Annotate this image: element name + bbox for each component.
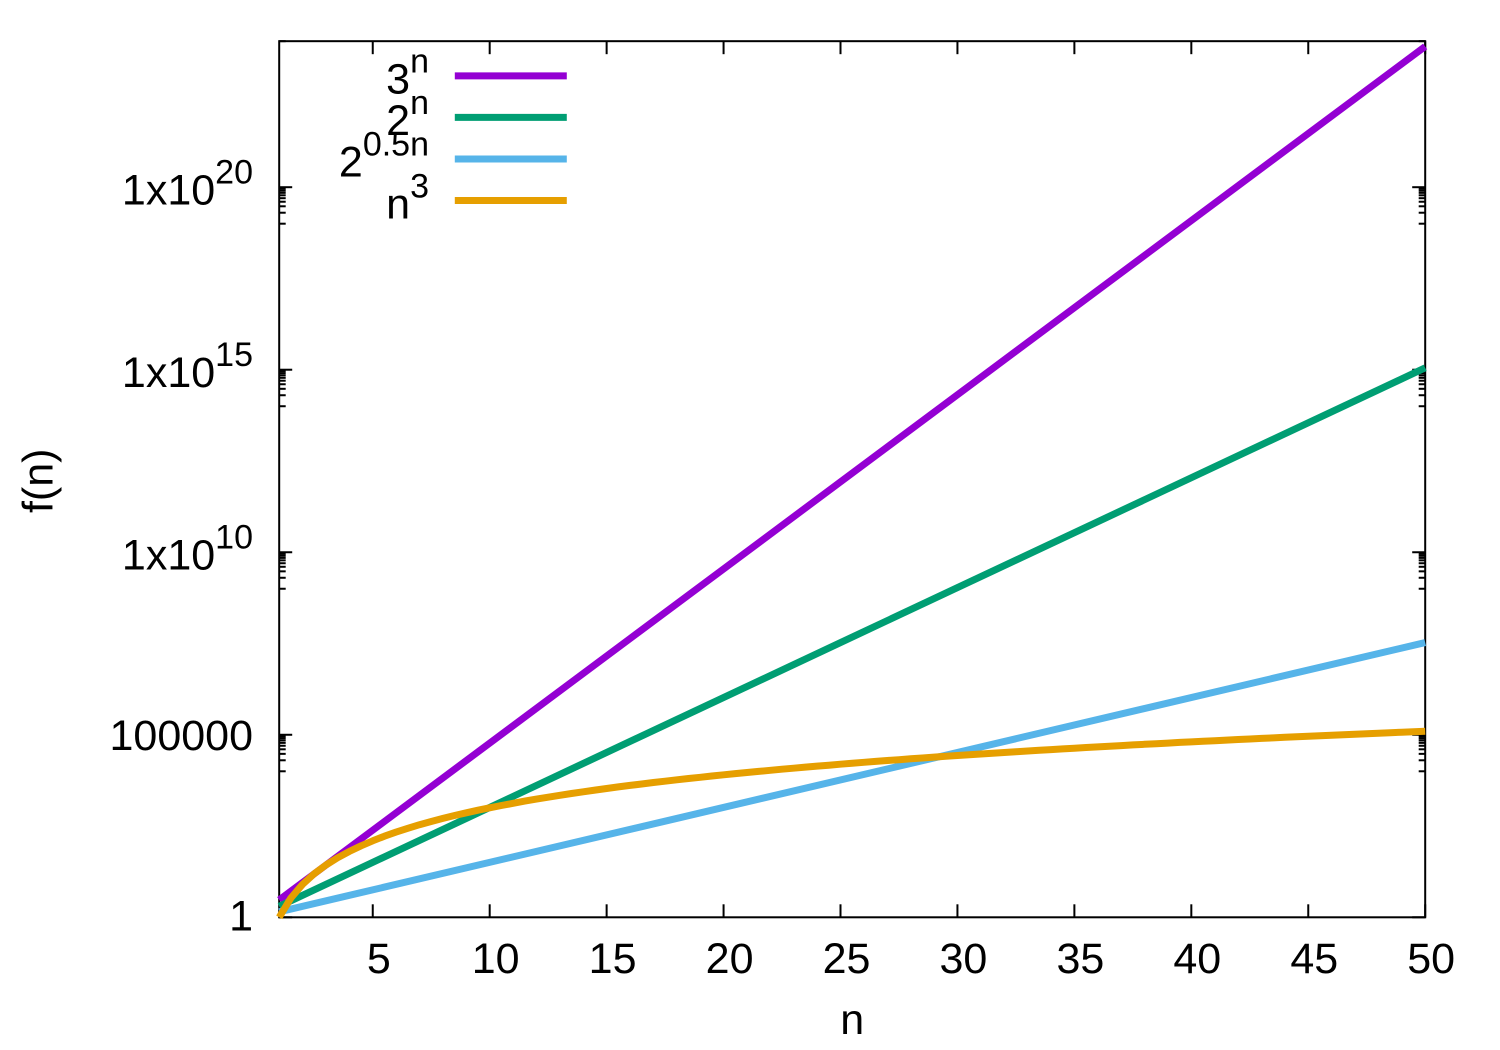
svg-text:f(n): f(n) bbox=[14, 449, 62, 514]
svg-text:50: 50 bbox=[1407, 935, 1455, 983]
svg-text:100000: 100000 bbox=[110, 712, 254, 760]
svg-text:1: 1 bbox=[229, 893, 253, 941]
svg-text:30: 30 bbox=[939, 935, 987, 983]
svg-text:5: 5 bbox=[367, 935, 391, 983]
svg-text:45: 45 bbox=[1290, 935, 1338, 983]
svg-text:25: 25 bbox=[823, 935, 871, 983]
svg-text:10: 10 bbox=[472, 935, 520, 983]
svg-text:15: 15 bbox=[589, 935, 637, 983]
svg-text:n: n bbox=[840, 996, 864, 1044]
svg-text:20: 20 bbox=[706, 935, 754, 983]
svg-text:35: 35 bbox=[1056, 935, 1104, 983]
svg-text:40: 40 bbox=[1173, 935, 1221, 983]
